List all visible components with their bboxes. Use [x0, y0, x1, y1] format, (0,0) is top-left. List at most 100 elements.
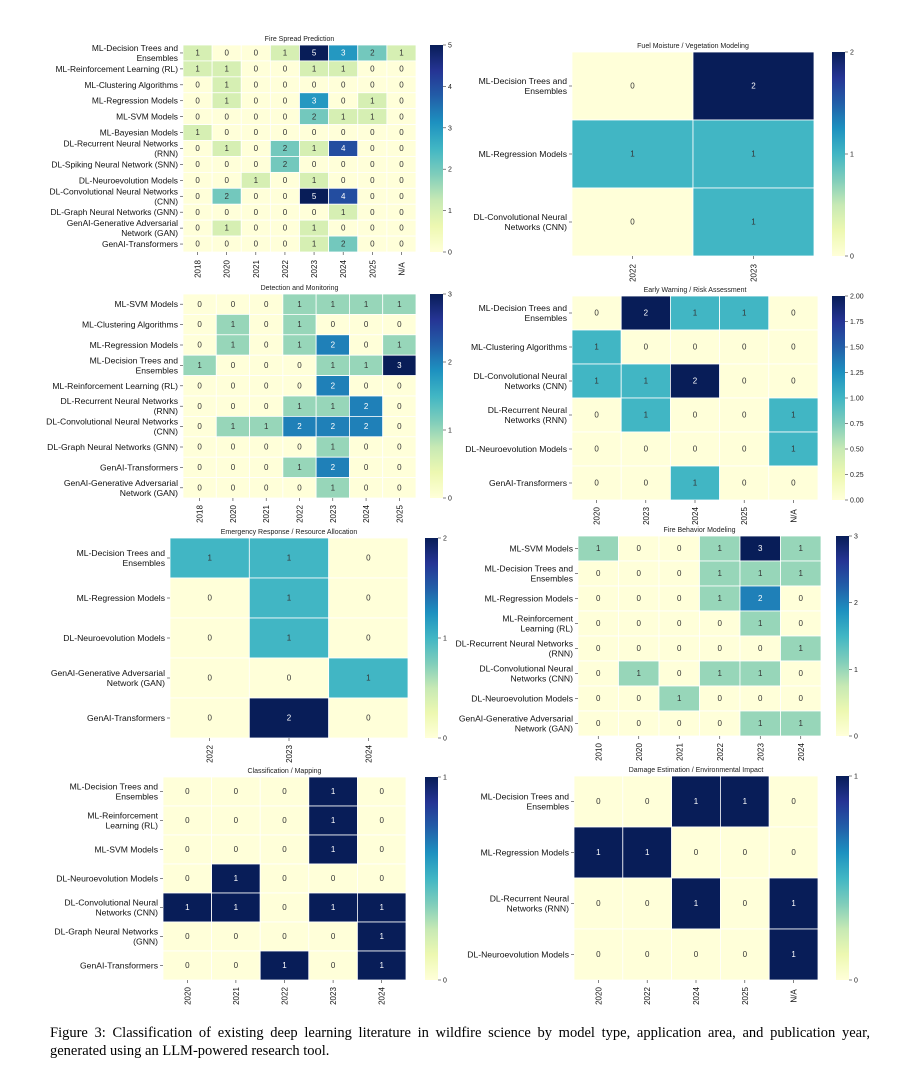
heatmap-cell — [573, 826, 624, 879]
cell-value-label: 0 — [399, 80, 404, 89]
heatmap-cell — [692, 51, 815, 121]
column-label: 2020 — [223, 260, 232, 278]
cell-value-label: 0 — [637, 719, 642, 728]
colorbar-tick-label: 2 — [850, 50, 854, 57]
cell-value-label: 1 — [799, 644, 804, 653]
cell-value-label: 2 — [644, 309, 649, 318]
cell-value-label: 1 — [397, 341, 402, 350]
cell-value-label: 0 — [195, 160, 200, 169]
cell-value-label: 0 — [197, 422, 202, 431]
cell-value-label: 0 — [341, 160, 346, 169]
heatmap-cell — [248, 617, 330, 659]
cell-value-label: 1 — [596, 848, 601, 857]
cell-value-label: 1 — [370, 96, 375, 105]
column-label: 2021 — [252, 260, 261, 278]
column-label: 2018 — [194, 260, 203, 278]
cell-value-label: 1 — [283, 49, 288, 58]
cell-value-label: 0 — [341, 224, 346, 233]
cell-value-label: 0 — [791, 309, 796, 318]
cell-value-label: 0 — [197, 320, 202, 329]
heatmap-cell — [699, 535, 741, 562]
cell-value-label: 0 — [397, 381, 402, 390]
cell-value-label: 0 — [399, 144, 404, 153]
cell-value-label: 0 — [341, 96, 346, 105]
heatmap-title: Detection and Monitoring — [261, 285, 339, 292]
cell-value-label: 0 — [596, 950, 601, 959]
cell-value-label: 0 — [264, 483, 269, 492]
cell-value-label: 2 — [283, 144, 288, 153]
heatmap-cell — [577, 585, 619, 612]
heatmap-cell — [622, 775, 672, 828]
row-label: GenAI-Generative Adversarial Network (GAN… — [67, 218, 178, 238]
heatmap-cell — [780, 585, 822, 612]
cell-value-label: 0 — [231, 361, 236, 370]
heatmap-cell — [162, 776, 212, 807]
cell-value-label: 1 — [331, 787, 336, 796]
row-label: GenAI-Generative Adversarial Network (GAN… — [459, 714, 573, 734]
cell-value-label: 0 — [234, 816, 239, 825]
cell-value-label: 0 — [312, 160, 317, 169]
cell-value-label: 1 — [195, 49, 200, 58]
row-label: DL-Neuroevolution Models — [467, 950, 569, 960]
cell-value-label: 0 — [594, 445, 599, 454]
cell-value-label: 0 — [331, 932, 336, 941]
column-label: N/A — [790, 989, 799, 1003]
cell-value-label: 2 — [331, 422, 336, 431]
heatmap-cell — [308, 776, 358, 807]
cell-value-label: 0 — [630, 82, 635, 91]
cell-value-label: 1 — [231, 341, 236, 350]
heatmap-panel: Detection and Monitoring 0 0 0 1 1 1 1 0 1 0 1 0 0 0 0 1… — [46, 285, 452, 523]
column-label: 2024 — [339, 260, 348, 278]
heatmap-cell — [780, 535, 822, 562]
cell-value-label: 0 — [331, 961, 336, 970]
cell-value-label: 1 — [399, 49, 404, 58]
colorbar-tick-label: 1.00 — [850, 396, 864, 403]
colorbar — [430, 45, 443, 252]
cell-value-label: 0 — [282, 845, 287, 854]
cell-value-label: 2 — [224, 192, 229, 201]
cell-value-label: 1 — [195, 128, 200, 137]
cell-value-label: 3 — [758, 544, 763, 553]
colorbar — [430, 294, 443, 498]
row-label: ML-Regression Models — [92, 96, 178, 106]
cell-value-label: 0 — [264, 320, 269, 329]
heatmap-panel: Emergency Response / Resource Allocation… — [51, 529, 447, 763]
cell-value-label: 1 — [341, 64, 346, 73]
heatmap-cell — [780, 660, 822, 687]
cell-value-label: 1 — [224, 96, 229, 105]
cell-value-label: 0 — [399, 240, 404, 249]
colorbar — [832, 296, 845, 500]
cell-value-label: 0 — [791, 343, 796, 352]
heatmap-cell — [618, 535, 660, 562]
heatmap-cell — [308, 863, 358, 894]
cell-value-label: 0 — [282, 816, 287, 825]
cell-value-label: 0 — [397, 422, 402, 431]
cell-value-label: 1 — [645, 848, 650, 857]
cell-value-label: 1 — [312, 64, 317, 73]
colorbar-tick-label: 0.00 — [850, 498, 864, 505]
column-label: 2025 — [368, 260, 377, 278]
cell-value-label: 0 — [231, 381, 236, 390]
heatmap-cell — [768, 363, 819, 399]
row-label: ML-Regression Models — [481, 848, 569, 858]
column-label: 2023 — [642, 507, 651, 525]
cell-value-label: 0 — [254, 96, 259, 105]
cell-value-label: 1 — [644, 377, 649, 386]
column-label: 2022 — [206, 745, 215, 763]
row-label: ML-Decision Trees and Ensembles — [77, 548, 166, 568]
cell-value-label: 1 — [224, 80, 229, 89]
cell-value-label: 0 — [742, 445, 747, 454]
heatmap-cell — [356, 805, 407, 836]
column-label: 2025 — [741, 987, 750, 1005]
cell-value-label: 0 — [370, 224, 375, 233]
colorbar-tick-label: 1 — [448, 208, 452, 215]
cell-value-label: 0 — [283, 192, 288, 201]
heatmap-cell — [670, 431, 721, 467]
colorbar-tick-label: 2 — [854, 600, 858, 607]
heatmap-cell — [739, 560, 781, 587]
colorbar-tick-label: 1 — [443, 636, 447, 643]
cell-value-label: 0 — [364, 320, 369, 329]
heatmap-panel: Fire Spread Prediction 1 0 0 1 5 3 2 1 1 1 0 0 1 1 0 0 0 1… — [50, 36, 452, 278]
column-label: 2022 — [281, 260, 290, 278]
